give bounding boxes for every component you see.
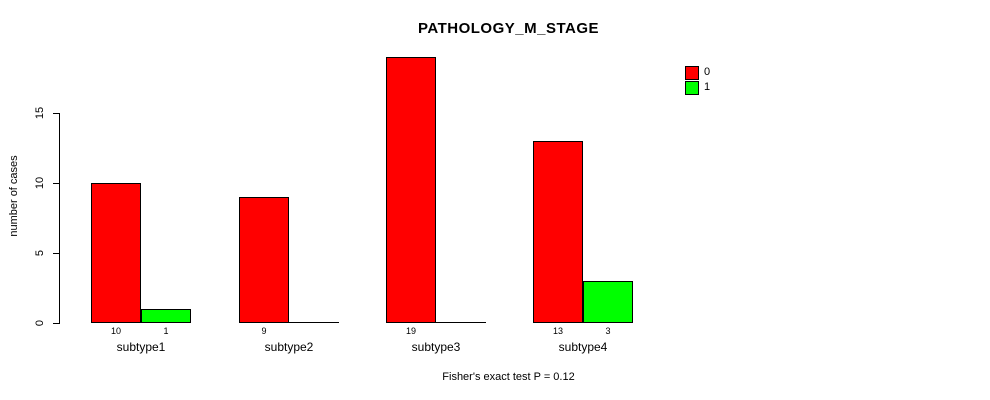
bar-subtype3-series-1 [436, 322, 486, 323]
legend-swatch-red [685, 65, 699, 80]
bar-value-subtype4-series-0: 13 [552, 326, 563, 336]
y-axis-line [59, 113, 60, 324]
y-axis-tick [53, 323, 59, 324]
legend-item-1: 1 [685, 80, 710, 95]
bar-value-subtype1-series-0: 10 [110, 326, 121, 336]
chart-title: PATHOLOGY_M_STAGE [417, 20, 599, 37]
bar-value-subtype4-series-1: 3 [605, 326, 611, 336]
caption-fishers-test: Fisher's exact test P = 0.12 [442, 371, 575, 383]
bar-subtype2-series-1 [289, 322, 339, 323]
category-label-subtype2: subtype2 [264, 340, 314, 354]
y-axis-tick [53, 113, 59, 114]
legend-label-1: 1 [704, 81, 711, 93]
bar-value-subtype2-series-0: 9 [261, 326, 267, 336]
legend: 0 1 [685, 65, 710, 95]
y-axis-tick-label: 5 [34, 249, 46, 257]
legend-item-0: 0 [685, 65, 710, 80]
bar-subtype1-series-0 [91, 183, 141, 323]
bar-subtype3-series-0 [386, 57, 436, 323]
category-label-subtype1: subtype1 [116, 340, 166, 354]
category-label-subtype3: subtype3 [411, 340, 461, 354]
legend-swatch-green [685, 80, 699, 95]
y-axis-tick-label: 0 [34, 319, 46, 327]
y-axis-tick-label: 15 [34, 106, 46, 120]
bar-value-subtype3-series-0: 19 [405, 326, 416, 336]
bar-subtype4-series-1 [583, 281, 633, 323]
bar-subtype2-series-0 [239, 197, 289, 323]
y-axis-tick [53, 253, 59, 254]
bar-subtype1-series-1 [141, 309, 191, 323]
y-axis-label: number of cases [8, 155, 20, 237]
bar-subtype4-series-0 [533, 141, 583, 323]
y-axis-tick [53, 183, 59, 184]
bar-value-subtype1-series-1: 1 [163, 326, 169, 336]
legend-label-0: 0 [704, 66, 711, 78]
y-axis-tick-label: 10 [34, 176, 46, 190]
category-label-subtype4: subtype4 [558, 340, 608, 354]
